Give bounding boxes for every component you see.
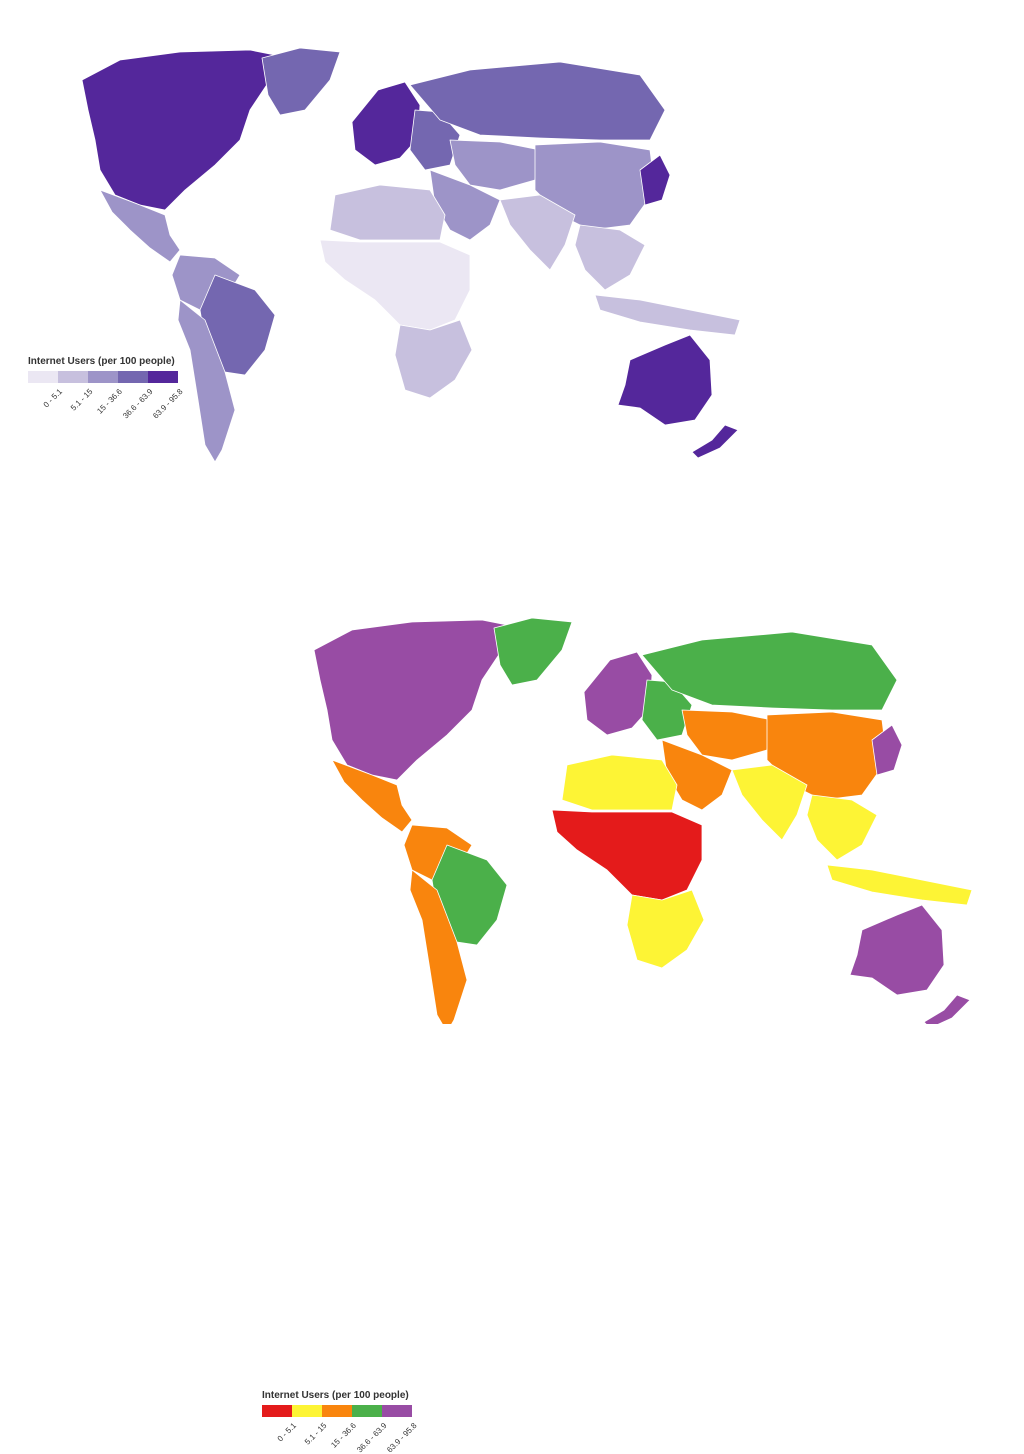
region-north-africa xyxy=(561,754,678,811)
legend-labels: 0 - 5.1 5.1 - 15 15 - 36.6 36.6 - 63.9 6… xyxy=(262,1417,418,1454)
legend-label-bin-1: 5.1 - 15 xyxy=(302,1421,329,1447)
legend-labels: 0 - 5.1 5.1 - 15 15 - 36.6 36.6 - 63.9 6… xyxy=(28,383,184,420)
map-purple-scale: Internet Users (per 100 people) 0 - 5.1 … xyxy=(0,0,1024,512)
region-north-africa xyxy=(329,184,446,241)
region-greenland xyxy=(493,617,573,686)
legend-swatch-bin-2 xyxy=(322,1405,352,1417)
legend-rainbow: Internet Users (per 100 people) 0 - 5.1 … xyxy=(262,1390,418,1454)
legend-label-bin-2: 15 - 36.6 xyxy=(329,1421,359,1450)
region-north-america xyxy=(313,619,523,781)
region-sub-saharan-africa xyxy=(551,809,703,901)
legend-title: Internet Users (per 100 people) xyxy=(28,356,175,367)
region-indonesia xyxy=(594,294,741,336)
legend-label-bin-3: 36.6 - 63.9 xyxy=(354,1421,389,1454)
legend-swatch-bin-3 xyxy=(118,371,148,383)
region-southern-africa xyxy=(626,889,705,969)
legend-label-bin-0: 0 - 5.1 xyxy=(275,1421,299,1444)
world-map-rainbow xyxy=(313,617,973,1024)
region-russia xyxy=(409,61,666,141)
region-south-asia xyxy=(731,764,808,841)
legend-swatch-bin-3 xyxy=(352,1405,382,1417)
legend-swatch-bin-0 xyxy=(262,1405,292,1417)
region-japan-korea xyxy=(639,154,671,206)
region-western-europe xyxy=(351,81,421,166)
region-north-america xyxy=(81,49,291,211)
legend-swatch-bin-1 xyxy=(292,1405,322,1417)
world-map-purple xyxy=(81,47,741,463)
legend-label-bin-1: 5.1 - 15 xyxy=(68,387,95,413)
legend-purple: Internet Users (per 100 people) 0 - 5.1 … xyxy=(28,356,184,420)
region-south-america-south xyxy=(177,299,236,463)
region-australia xyxy=(617,334,713,426)
legend-swatches xyxy=(262,1405,412,1417)
region-central-asia xyxy=(681,709,773,761)
legend-swatches xyxy=(28,371,178,383)
region-indonesia xyxy=(826,864,973,906)
region-sub-saharan-africa xyxy=(319,239,471,331)
region-greenland xyxy=(261,47,341,116)
legend-label-bin-0: 0 - 5.1 xyxy=(41,387,65,410)
region-mexico-central-america xyxy=(331,759,413,833)
legend-label-bin-4: 63.9 - 95.8 xyxy=(384,1421,419,1454)
region-south-america-south xyxy=(409,869,468,1024)
legend-swatch-bin-2 xyxy=(88,371,118,383)
legend-swatch-bin-4 xyxy=(148,371,178,383)
region-australia xyxy=(849,904,945,996)
region-japan-korea xyxy=(871,724,903,776)
region-southern-africa xyxy=(394,319,473,399)
region-russia xyxy=(641,631,898,711)
legend-title: Internet Users (per 100 people) xyxy=(262,1390,409,1401)
legend-label-bin-2: 15 - 36.6 xyxy=(95,387,125,416)
region-mexico-central-america xyxy=(99,189,181,263)
region-southeast-asia xyxy=(806,794,878,861)
map-rainbow-scale: Internet Users (per 100 people) 0 - 5.1 … xyxy=(0,512,1024,1454)
region-southeast-asia xyxy=(574,224,646,291)
region-central-asia xyxy=(449,139,541,191)
region-south-asia xyxy=(499,194,576,271)
region-new-zealand xyxy=(923,994,971,1024)
legend-swatch-bin-4 xyxy=(382,1405,412,1417)
region-new-zealand xyxy=(691,424,739,459)
region-western-europe xyxy=(583,651,653,736)
legend-swatch-bin-1 xyxy=(58,371,88,383)
legend-swatch-bin-0 xyxy=(28,371,58,383)
